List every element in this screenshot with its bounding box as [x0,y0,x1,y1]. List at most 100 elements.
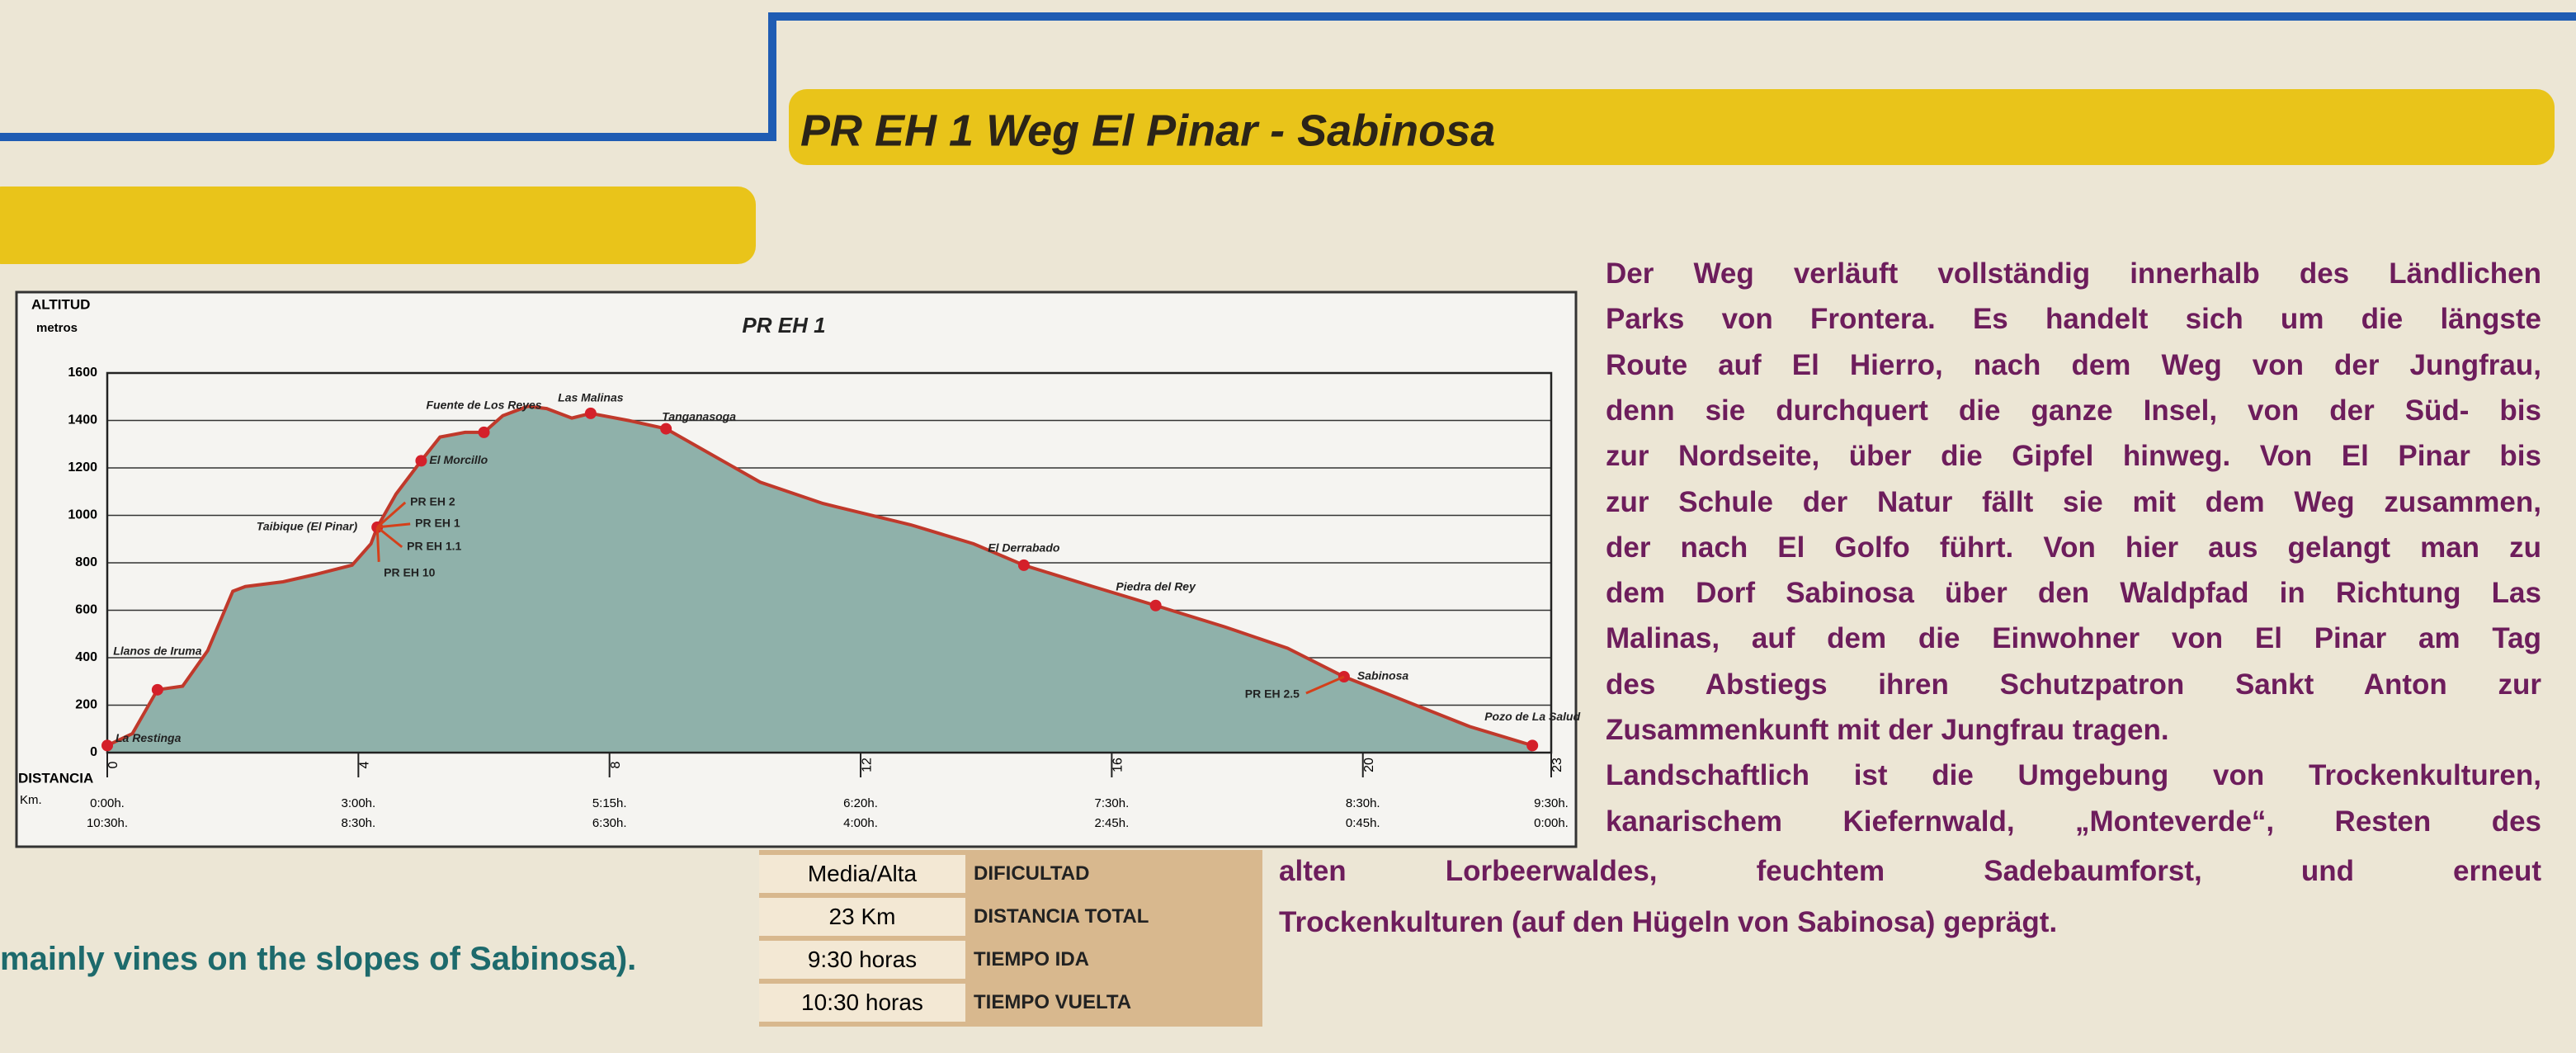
branch-arrow [375,526,380,562]
time-ida: 6:20h. [843,796,878,810]
place-label: Pozo de La Salud [1484,710,1580,723]
info-value: 23 Km [759,898,965,936]
chart-title: PR EH 1 [742,313,825,338]
description-line: der nach El Golfo führt. Von hier aus ge… [1606,531,2541,564]
place-marker [1017,559,1030,571]
description-line: denn sie durchquert die ganze Insel, von… [1606,394,2541,427]
place-label: Taibique (El Pinar) [257,520,358,533]
x-tick-label: 0 [106,761,120,768]
x-tick-label: 12 [860,758,874,772]
branch-label: PR EH 1.1 [407,540,461,553]
blue-line [0,12,2576,141]
time-ida: 7:30h. [1095,796,1130,810]
place-marker [1149,599,1162,611]
description-line: Route auf El Hierro, nach dem Weg von de… [1606,348,2541,381]
place-label: El Morcillo [429,453,488,466]
info-table: Media/Alta DIFICULTAD 23 Km DISTANCIA TOTAL… [759,850,1262,1027]
time-ida: 0:00h. [90,796,125,810]
plot-frame [106,371,1553,754]
description-line: Parks von Frontera. Es handelt sich um d… [1606,303,2541,336]
y-tick-label: 600 [75,603,97,617]
place-marker [584,407,597,419]
info-row: 23 Km DISTANCIA TOTAL [759,898,1262,936]
info-value: Media/Alta [759,855,965,893]
place-marker [1526,739,1539,752]
x-tick-label: 4 [358,761,372,768]
branch-arrow [1305,675,1345,695]
place-label: Fuente de Los Reyes [426,399,541,412]
description-line: Zusammenkunft mit der Jungfrau tragen. [1606,714,2169,746]
place-marker [415,455,427,467]
info-row: Media/Alta DIFICULTAD [759,855,1262,893]
branch-arrow [377,522,411,529]
y-tick-label: 1400 [68,413,97,427]
description-line: zur Schule der Natur fällt sie mit dem W… [1606,485,2541,518]
description-line: zur Nordseite, über die Gipfel hinweg. V… [1606,440,2541,473]
plot: 0 200 400 600 800 1000 1200 1400 1600 0 0:00h. 10:3… [68,366,1580,830]
place-marker [101,739,113,752]
place-label: Las Malinas [558,391,624,404]
info-value: 10:30 horas [759,984,965,1022]
branch-label: PR EH 1 [415,517,460,530]
branch-arrow [376,526,403,549]
description-line: Malinas, auf dem die Einwohner von El Pi… [1606,622,2541,655]
place-label: La Restinga [116,731,182,744]
x-tick-label: 23 [1550,758,1564,772]
y-tick-label: 1600 [68,366,97,380]
description-line: Der Weg verläuft vollständig innerhalb d… [1606,257,2541,290]
x-tick-label: 8 [609,761,623,768]
place-label: Tanganasoga [662,409,736,423]
info-key: TIEMPO IDA [974,948,1090,970]
y-unit: metros [36,321,78,335]
branch-arrow [376,501,407,528]
info-row: 10:30 horas TIEMPO VUELTA [759,984,1262,1022]
place-label: Piedra del Rey [1116,579,1196,593]
branch-label: PR EH 2.5 [1245,687,1300,701]
branch-label: PR EH 2 [410,495,455,508]
english-fragment: mainly vines on the slopes of Sabinosa). [0,941,637,977]
description-line: Trockenkulturen (auf den Hügeln von Sabi… [1279,906,2058,938]
left-band [0,187,756,264]
place-marker [660,423,672,435]
info-key: TIEMPO VUELTA [974,991,1132,1013]
title-band [789,89,2555,165]
place-label: Sabinosa [1357,669,1408,682]
time-vuelta: 0:45h. [1346,816,1380,830]
time-vuelta: 10:30h. [87,816,128,830]
y-tick-label: 1000 [68,508,97,522]
title: PR EH 1 Weg El Pinar - Sabinosa [800,106,1495,155]
time-vuelta: 0:00h. [1534,816,1569,830]
description-line: des Abstiegs ihren Schutzpatron Sankt An… [1606,668,2541,701]
info-key: DIFICULTAD [974,862,1090,885]
x-tick-label: 20 [1362,758,1376,772]
time-vuelta: 2:45h. [1095,816,1130,830]
description-line: alten Lorbeerwaldes, feuchtem Sadebaumfo… [1279,855,2541,887]
time-ida: 3:00h. [341,796,375,810]
place-label: El Derrabado [988,541,1060,555]
info-key: DISTANCIA TOTAL [974,905,1149,928]
y-tick-label: 200 [75,698,97,712]
place-marker [478,426,490,438]
y-tick-label: 0 [90,745,97,759]
time-vuelta: 8:30h. [341,816,375,830]
time-ida: 8:30h. [1346,796,1380,810]
x-unit: Km. [20,793,42,807]
y-tick-label: 400 [75,650,97,664]
time-vuelta: 4:00h. [843,816,878,830]
time-ida: 5:15h. [592,796,627,810]
y-tick-label: 1200 [68,460,97,475]
place-marker [151,683,163,696]
description-line: Landschaftlich ist die Umgebung von Troc… [1606,759,2541,792]
elevation-area [107,406,1533,753]
elevation-line [106,404,1533,748]
time-ida: 9:30h. [1534,796,1569,810]
description-line: dem Dorf Sabinosa über den Waldpfad in R… [1606,577,2541,610]
x-label: DISTANCIA [18,770,93,786]
info-row: 9:30 horas TIEMPO IDA [759,941,1262,979]
place-label: Llanos de Iruma [113,645,202,658]
x-tick-label: 16 [1111,758,1125,772]
y-tick-label: 800 [75,555,97,569]
y-label: ALTITUD [31,296,90,312]
